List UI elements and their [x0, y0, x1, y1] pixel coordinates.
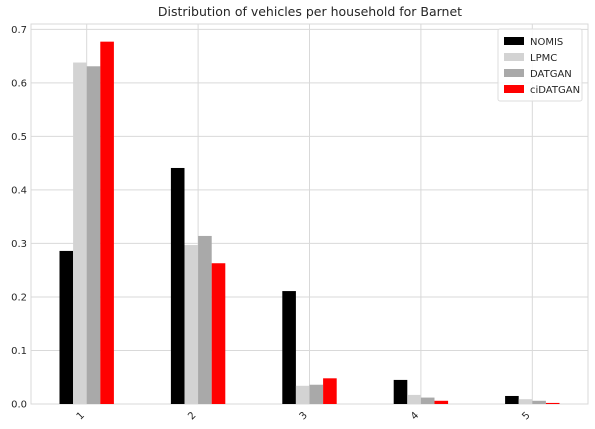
y-tick-label: 0.5 [11, 132, 27, 143]
x-tick-label: 1 [75, 410, 87, 422]
legend-swatch-nomis [504, 37, 524, 45]
bars [59, 41, 560, 405]
legend-swatch-cidatgan [504, 85, 524, 93]
bar-datgan-3 [309, 384, 324, 404]
legend-label-lpmc: LPMC [530, 53, 557, 64]
x-tick-labels: 1 2 3 4 5 [75, 410, 533, 422]
y-tick-label: 0.1 [11, 346, 27, 357]
bar-datgan-5 [532, 400, 546, 404]
bar-cidatgan-3 [323, 378, 337, 404]
legend-swatch-lpmc [504, 53, 524, 61]
x-tick-label: 2 [186, 410, 198, 422]
bar-datgan-2 [198, 235, 212, 404]
bar-nomis-1 [59, 250, 74, 404]
bar-lpmc-2 [184, 245, 199, 404]
bar-lpmc-3 [295, 385, 310, 404]
y-tick-label: 0.0 [11, 400, 27, 411]
legend-box [497, 28, 583, 102]
bar-nomis-3 [282, 291, 296, 404]
legend: NOMIS LPMC DATGAN ciDATGAN [497, 28, 583, 102]
y-tick-label: 0.6 [11, 78, 27, 89]
bar-nomis-4 [393, 379, 408, 404]
bar-cidatgan-4 [434, 400, 449, 404]
bar-nomis-5 [505, 395, 519, 404]
x-tick-label: 4 [409, 410, 421, 422]
legend-label-nomis: NOMIS [530, 37, 563, 48]
bar-lpmc-5 [518, 399, 533, 404]
y-tick-label: 0.7 [11, 25, 27, 36]
y-tick-label: 0.4 [11, 185, 27, 196]
legend-label-datgan: DATGAN [530, 69, 572, 80]
y-tick-label: 0.3 [11, 239, 27, 250]
y-tick-labels: 0.0 0.1 0.2 0.3 0.4 0.5 0.6 0.7 [11, 25, 27, 411]
bar-lpmc-1 [73, 62, 87, 404]
chart-title: Distribution of vehicles per household f… [158, 4, 462, 19]
bar-datgan-4 [420, 397, 435, 404]
bar-datgan-1 [86, 66, 101, 405]
bar-nomis-2 [170, 167, 185, 404]
x-tick-label: 5 [520, 410, 532, 422]
x-tick-label: 3 [298, 410, 310, 422]
bar-cidatgan-1 [100, 41, 114, 404]
legend-label-cidatgan: ciDATGAN [530, 85, 580, 96]
y-tick-label: 0.2 [11, 292, 27, 303]
bar-cidatgan-2 [211, 263, 226, 404]
bar-cidatgan-5 [545, 402, 560, 404]
bar-lpmc-4 [407, 394, 421, 404]
legend-swatch-datgan [504, 69, 524, 77]
